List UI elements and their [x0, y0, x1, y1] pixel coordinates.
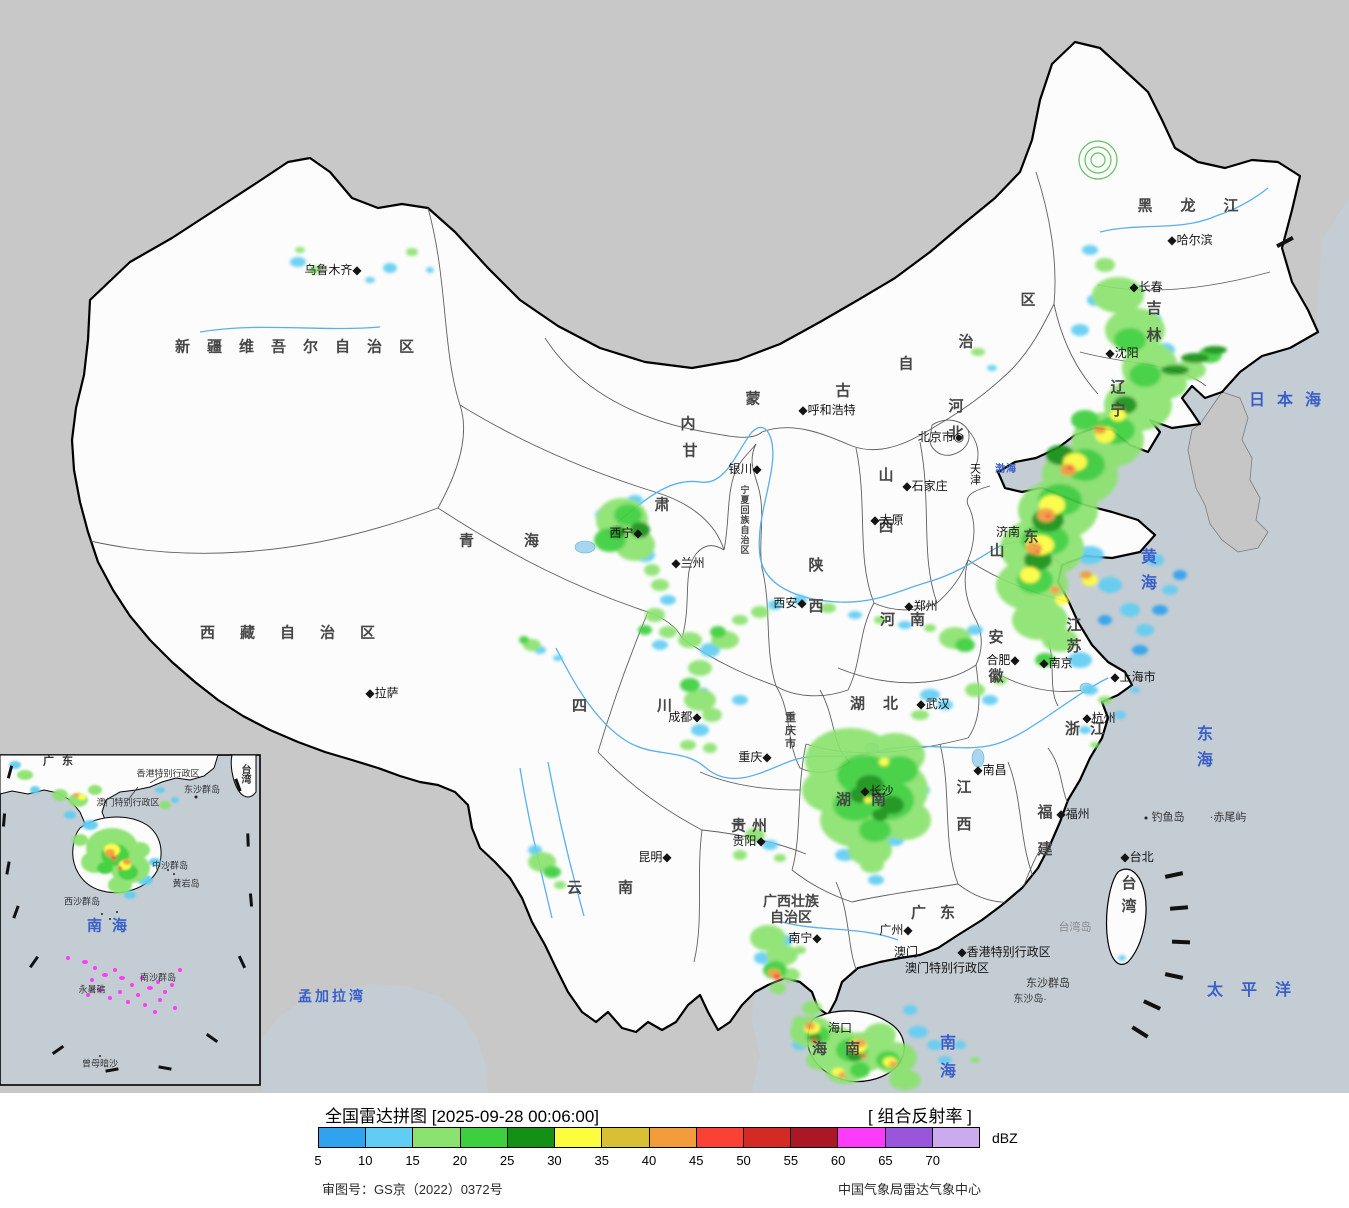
radar-echo-layer	[290, 245, 1227, 1090]
product-name: [ 组合反射率 ]	[868, 1107, 972, 1126]
map-title: 全国雷达拼图 [2025-09-28 00:06:00]	[325, 1107, 600, 1126]
dbz-tick: 20	[452, 1153, 468, 1168]
inset-frame	[0, 754, 261, 1086]
colorbar-cell	[555, 1128, 603, 1147]
inset-leader-lines	[127, 775, 163, 801]
korea-peninsula	[1187, 391, 1269, 553]
nine-dash-line-inset	[1, 765, 254, 1073]
china-radar-map	[0, 0, 1349, 1093]
dbz-unit: dBZ	[992, 1130, 1018, 1146]
legend-panel: 全国雷达拼图 [2025-09-28 00:06:00] [ 组合反射率 ] d…	[0, 1093, 1349, 1208]
dbz-tick: 35	[594, 1153, 609, 1168]
map-area: 黑龙江 吉林 辽宁内蒙古自治区新疆维吾尔自治区 西藏自治区 青海甘肃四川 云南 贵州 广西壮族…	[0, 0, 1349, 1093]
inset-radar-echo-layer	[9, 761, 179, 899]
dbz-colorbar	[318, 1127, 980, 1148]
map-approval-number: 审图号：GS京（2022）0372号	[322, 1182, 503, 1197]
nine-dash-line-main	[1131, 236, 1294, 1039]
colorbar-cell	[885, 1128, 933, 1147]
dbz-tick: 25	[499, 1153, 515, 1168]
dbz-tick: 60	[830, 1153, 846, 1168]
dbz-tick: 50	[736, 1153, 751, 1168]
taiwan-island	[1105, 868, 1147, 965]
dbz-tick-labels: 5 10 15 20 25 30 35 40 45 50 55 60 65 70	[0, 1153, 1349, 1171]
colorbar-cell	[696, 1128, 744, 1147]
dbz-tick: 30	[547, 1153, 562, 1168]
inset-island-dots	[99, 795, 198, 1057]
dbz-tick: 70	[925, 1153, 940, 1168]
dbz-tick: 40	[641, 1153, 657, 1168]
diaoyu-island-dot	[1144, 816, 1148, 820]
colorbar-cell	[838, 1128, 886, 1147]
dbz-tick: 10	[358, 1153, 373, 1168]
colorbar-cell	[319, 1128, 367, 1147]
colorbar-cell	[743, 1128, 792, 1147]
yangtze-river	[555, 647, 1109, 779]
colorbar-cell	[791, 1128, 839, 1147]
inset-clutter-specks	[66, 956, 182, 1014]
dbz-tick: 65	[878, 1153, 893, 1168]
colorbar-cell	[366, 1128, 414, 1147]
colorbar-cell	[507, 1128, 556, 1147]
colorbar-cell	[460, 1128, 508, 1147]
radar-center-credit: 中国气象局雷达气象中心	[838, 1182, 982, 1197]
south-china-sea-inset	[0, 754, 261, 1086]
bay-of-bengal-area	[262, 984, 488, 1093]
dbz-tick: 55	[783, 1153, 799, 1168]
dbz-tick: 45	[689, 1153, 704, 1168]
colorbar-cell	[413, 1128, 461, 1147]
dbz-tick: 5	[314, 1153, 322, 1168]
radar-range-rings	[1078, 140, 1118, 180]
colorbar-cell	[602, 1128, 650, 1147]
colorbar-cell	[932, 1128, 980, 1147]
colorbar-cell	[649, 1128, 697, 1147]
province-borders	[85, 171, 1271, 979]
dbz-tick: 15	[405, 1153, 420, 1168]
